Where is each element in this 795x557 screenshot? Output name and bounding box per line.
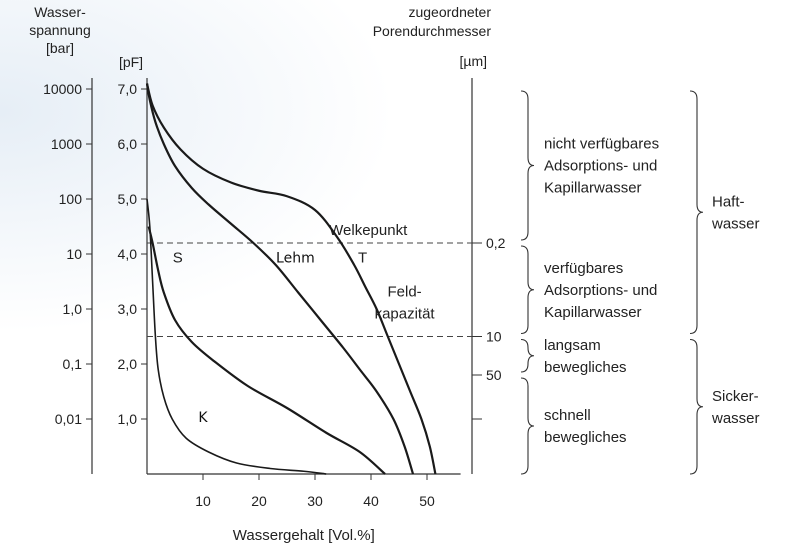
group-label: Haft-: [712, 193, 745, 210]
group-brace: [689, 338, 704, 475]
x-tick-label: 40: [363, 493, 379, 509]
pf-axis-label: [pF]: [119, 54, 143, 70]
pf-tick-label: 6,0: [118, 136, 138, 152]
pf-tick-label: 7,0: [118, 81, 138, 97]
right-tick-label: 10: [486, 329, 502, 345]
reference-label-feldkapazitaet: Feld-: [388, 284, 422, 301]
zone-label: bewegliches: [544, 429, 627, 446]
reference-label-feldkapazitaet: kapazität: [375, 306, 436, 323]
zone-label: Adsorptions- und: [544, 282, 657, 299]
zone-label: Kapillarwasser: [544, 304, 642, 321]
right-axis-label: Porendurchmesser: [373, 23, 492, 39]
zone-label: Adsorptions- und: [544, 158, 657, 175]
zone-brace: [520, 377, 535, 475]
zone-label: schnell: [544, 407, 591, 424]
outer-tick-label: 0,01: [55, 411, 82, 427]
pf-tick-label: 5,0: [118, 191, 138, 207]
series-label-s: S: [173, 249, 183, 266]
series-curve-s: [147, 226, 386, 475]
right-axis-label: [µm]: [459, 53, 487, 69]
zone-label: langsam: [544, 337, 601, 354]
right-tick-label: 0,2: [486, 235, 506, 251]
zone-brace: [520, 245, 535, 335]
x-tick-label: 20: [251, 493, 267, 509]
zone-label: nicht verfügbares: [544, 136, 659, 153]
zone-label: verfügbares: [544, 260, 623, 277]
outer-tick-label: 0,1: [63, 356, 83, 372]
series-label-t: T: [358, 249, 367, 266]
outer-axis-label: [bar]: [46, 40, 74, 56]
outer-tick-label: 1,0: [63, 301, 83, 317]
outer-axis-label: Wasser-: [34, 4, 86, 20]
x-tick-label: 10: [195, 493, 211, 509]
outer-tick-label: 1000: [51, 136, 82, 152]
right-axis-label: zugeordneter: [408, 4, 491, 20]
group-label: wasser: [711, 410, 760, 427]
pf-tick-label: 2,0: [118, 356, 138, 372]
zone-label: bewegliches: [544, 359, 627, 376]
group-label: Sicker-: [712, 388, 759, 405]
pf-tick-label: 1,0: [118, 411, 138, 427]
x-tick-label: 50: [419, 493, 435, 509]
pf-tick-label: 3,0: [118, 301, 138, 317]
zone-brace: [520, 90, 535, 241]
outer-tick-label: 10000: [43, 81, 82, 97]
zone-brace: [520, 338, 535, 373]
group-brace: [689, 90, 704, 335]
x-axis-label: Wassergehalt [Vol.%]: [233, 527, 375, 544]
series-curve-t: [145, 83, 437, 475]
outer-axis-label: spannung: [29, 22, 91, 38]
group-label: wasser: [711, 215, 760, 232]
right-tick-label: 50: [486, 367, 502, 383]
pf-tick-label: 4,0: [118, 246, 138, 262]
series-label-k: K: [198, 410, 208, 426]
outer-tick-label: 100: [59, 191, 83, 207]
series-label-lehm: Lehm: [276, 250, 315, 266]
reference-label-welkepunkt: Welkepunkt: [329, 222, 408, 239]
outer-tick-label: 10: [66, 246, 82, 262]
zone-label: Kapillarwasser: [544, 180, 642, 197]
series-curve-k: [146, 198, 327, 475]
x-tick-label: 30: [307, 493, 323, 509]
series-curve-lehm: [145, 83, 415, 475]
